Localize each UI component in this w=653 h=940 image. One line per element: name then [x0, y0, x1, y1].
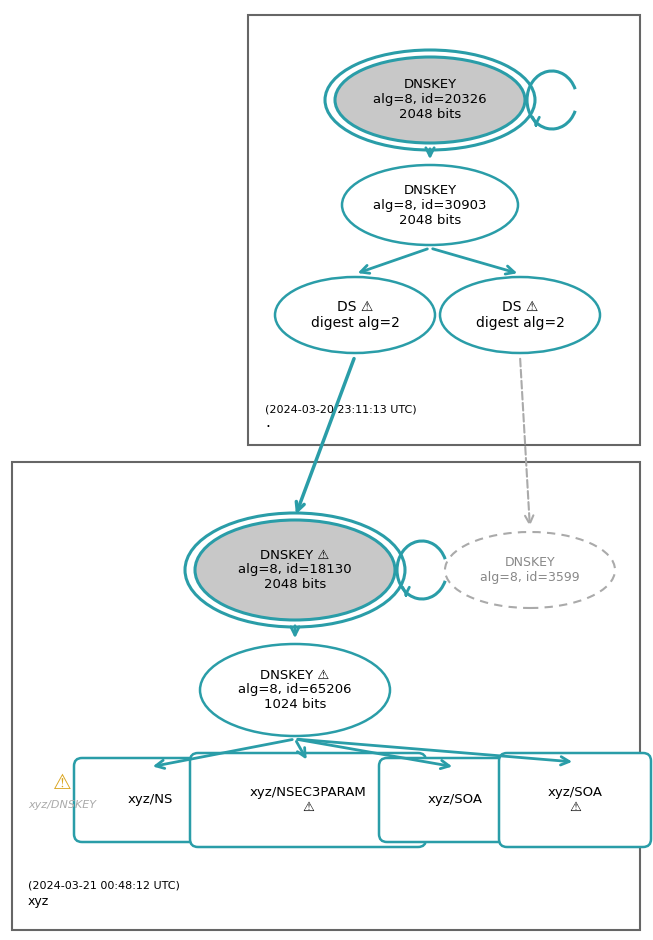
FancyBboxPatch shape [379, 758, 531, 842]
Ellipse shape [200, 644, 390, 736]
Text: xyz/SOA: xyz/SOA [428, 793, 483, 807]
Text: xyz/NS: xyz/NS [127, 793, 172, 807]
Ellipse shape [275, 277, 435, 353]
Text: DNSKEY
alg=8, id=20326
2048 bits: DNSKEY alg=8, id=20326 2048 bits [373, 79, 487, 121]
Text: DNSKEY ⚠
alg=8, id=65206
1024 bits: DNSKEY ⚠ alg=8, id=65206 1024 bits [238, 668, 352, 712]
Text: (2024-03-21 00:48:12 UTC): (2024-03-21 00:48:12 UTC) [28, 880, 180, 890]
Bar [248, 15, 640, 445]
Text: xyz/NSEC3PARAM
⚠: xyz/NSEC3PARAM ⚠ [249, 786, 366, 814]
FancyBboxPatch shape [499, 753, 651, 847]
Text: (2024-03-20 23:11:13 UTC): (2024-03-20 23:11:13 UTC) [265, 405, 417, 415]
FancyBboxPatch shape [190, 753, 426, 847]
Text: xyz: xyz [28, 895, 49, 908]
Text: DNSKEY
alg=8, id=30903
2048 bits: DNSKEY alg=8, id=30903 2048 bits [374, 183, 486, 227]
Text: DS ⚠
digest alg=2: DS ⚠ digest alg=2 [475, 300, 564, 330]
Text: .: . [265, 415, 270, 430]
Ellipse shape [440, 277, 600, 353]
Text: DS ⚠
digest alg=2: DS ⚠ digest alg=2 [311, 300, 400, 330]
Ellipse shape [195, 520, 395, 620]
Text: xyz/SOA
⚠: xyz/SOA ⚠ [547, 786, 603, 814]
FancyBboxPatch shape [74, 758, 226, 842]
Text: DNSKEY ⚠
alg=8, id=18130
2048 bits: DNSKEY ⚠ alg=8, id=18130 2048 bits [238, 549, 352, 591]
Ellipse shape [445, 532, 615, 608]
Text: DNSKEY
alg=8, id=3599: DNSKEY alg=8, id=3599 [480, 556, 580, 584]
Text: xyz/DNSKEY: xyz/DNSKEY [28, 800, 96, 810]
Text: ⚠: ⚠ [53, 773, 71, 793]
Bar [12, 462, 640, 930]
Ellipse shape [335, 57, 525, 143]
Ellipse shape [342, 165, 518, 245]
